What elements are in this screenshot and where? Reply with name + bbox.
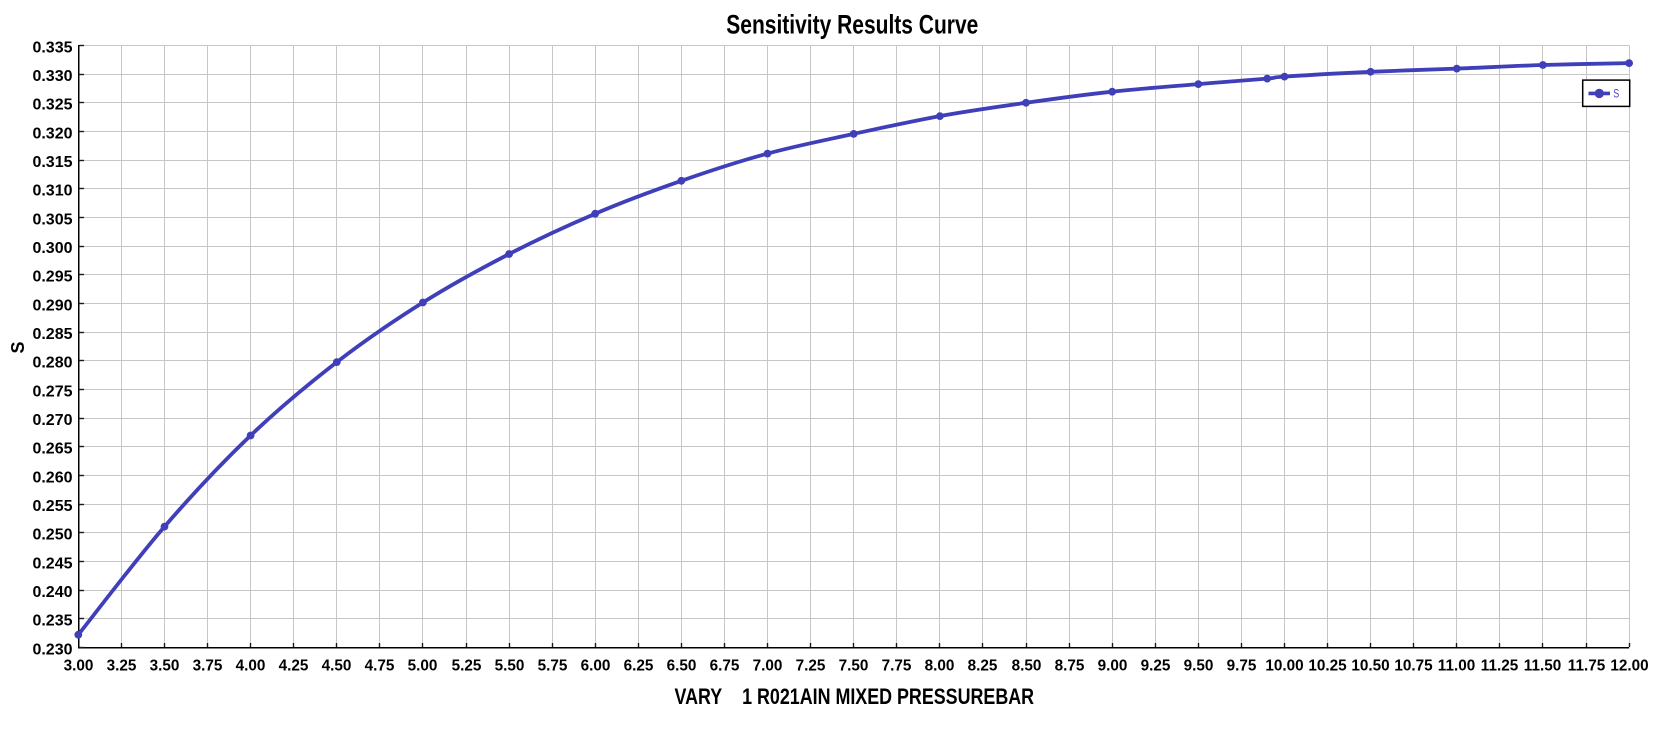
svg-text:S: S xyxy=(1613,87,1619,101)
svg-text:0.325: 0.325 xyxy=(32,97,72,114)
svg-text:0.295: 0.295 xyxy=(32,269,72,286)
svg-text:0.335: 0.335 xyxy=(32,39,72,56)
svg-text:0.235: 0.235 xyxy=(32,613,72,630)
svg-text:11.00: 11.00 xyxy=(1438,657,1475,674)
svg-text:0.310: 0.310 xyxy=(32,183,72,200)
svg-text:11.75: 11.75 xyxy=(1568,657,1606,674)
svg-text:0.315: 0.315 xyxy=(32,154,72,171)
svg-text:0.285: 0.285 xyxy=(32,326,72,343)
svg-text:0.300: 0.300 xyxy=(32,240,72,257)
svg-text:8.25: 8.25 xyxy=(968,657,998,674)
svg-text:8.50: 8.50 xyxy=(1012,657,1042,674)
svg-text:6.50: 6.50 xyxy=(667,657,697,674)
svg-text:5.50: 5.50 xyxy=(495,657,525,674)
svg-text:6.25: 6.25 xyxy=(624,657,654,674)
svg-text:7.00: 7.00 xyxy=(753,657,783,674)
svg-text:7.75: 7.75 xyxy=(882,657,912,674)
svg-text:10.75: 10.75 xyxy=(1394,657,1433,674)
svg-text:S: S xyxy=(8,341,28,353)
svg-text:10.00: 10.00 xyxy=(1265,657,1303,674)
svg-text:8.75: 8.75 xyxy=(1055,657,1085,674)
svg-text:5.25: 5.25 xyxy=(452,657,482,674)
svg-text:10.25: 10.25 xyxy=(1308,657,1347,674)
svg-text:4.50: 4.50 xyxy=(322,657,352,674)
svg-text:3.00: 3.00 xyxy=(64,657,94,674)
svg-text:0.265: 0.265 xyxy=(32,441,72,458)
svg-text:0.320: 0.320 xyxy=(32,125,72,142)
svg-text:3.25: 3.25 xyxy=(107,657,137,674)
svg-text:9.75: 9.75 xyxy=(1227,657,1257,674)
svg-text:9.00: 9.00 xyxy=(1098,657,1128,674)
svg-text:12.00: 12.00 xyxy=(1610,657,1648,674)
svg-text:4.25: 4.25 xyxy=(279,657,309,674)
svg-text:3.50: 3.50 xyxy=(150,657,180,674)
svg-text:VARY 1 R021AIN MIXED PRESSU: VARY 1 R021AIN MIXED PRESSUREBAR xyxy=(675,684,1035,709)
svg-text:9.25: 9.25 xyxy=(1141,657,1171,674)
svg-text:4.00: 4.00 xyxy=(236,657,266,674)
svg-text:4.75: 4.75 xyxy=(365,657,395,674)
svg-text:8.00: 8.00 xyxy=(925,657,955,674)
svg-text:0.250: 0.250 xyxy=(32,527,72,544)
svg-text:6.00: 6.00 xyxy=(581,657,611,674)
svg-text:0.245: 0.245 xyxy=(32,555,72,572)
svg-text:7.50: 7.50 xyxy=(839,657,869,674)
svg-text:11.50: 11.50 xyxy=(1524,657,1561,674)
svg-text:0.230: 0.230 xyxy=(32,641,72,658)
svg-text:0.330: 0.330 xyxy=(32,68,72,85)
svg-text:0.270: 0.270 xyxy=(32,412,72,429)
svg-text:5.00: 5.00 xyxy=(408,657,438,674)
svg-text:9.50: 9.50 xyxy=(1184,657,1214,674)
svg-text:5.75: 5.75 xyxy=(538,657,568,674)
svg-text:0.240: 0.240 xyxy=(32,584,72,601)
svg-text:7.25: 7.25 xyxy=(796,657,826,674)
svg-text:0.280: 0.280 xyxy=(32,355,72,372)
svg-text:10.50: 10.50 xyxy=(1351,657,1389,674)
svg-text:Sensitivity Results Curve: Sensitivity Results Curve xyxy=(726,10,978,40)
svg-text:6.75: 6.75 xyxy=(710,657,740,674)
svg-text:0.305: 0.305 xyxy=(32,211,72,228)
svg-text:11.25: 11.25 xyxy=(1481,657,1519,674)
svg-text:0.290: 0.290 xyxy=(32,297,72,314)
svg-text:0.260: 0.260 xyxy=(32,469,72,486)
svg-text:0.255: 0.255 xyxy=(32,498,72,515)
svg-text:3.75: 3.75 xyxy=(193,657,223,674)
svg-text:0.275: 0.275 xyxy=(32,383,72,400)
